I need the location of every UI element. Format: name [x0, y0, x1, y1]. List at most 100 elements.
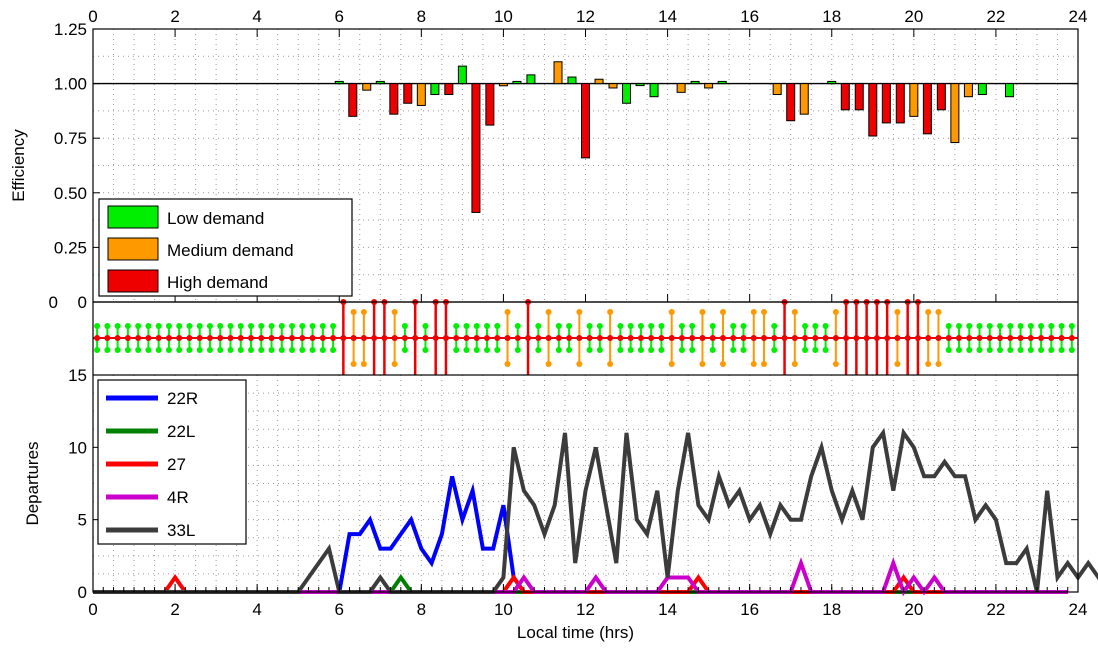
- x-tick-label-top: 4: [252, 7, 261, 26]
- demand-dot-low: [186, 323, 193, 329]
- demand-dot-medium: [761, 361, 768, 367]
- demand-dot-low: [1068, 347, 1075, 353]
- demand-dot-medium: [504, 309, 511, 315]
- demand-dot-low: [94, 323, 101, 329]
- demand-dot-center: [730, 335, 737, 341]
- demand-dot-low: [401, 323, 408, 329]
- legend-label-22l: 22L: [167, 422, 195, 441]
- x-tick-label-top: 16: [740, 7, 759, 26]
- y-tick-label: 0: [78, 293, 87, 312]
- y-tick-label: 1.25: [54, 20, 87, 39]
- legend-swatch-high: [107, 269, 159, 293]
- demand-dot-low: [1038, 347, 1045, 353]
- demand-dot-low: [648, 347, 655, 353]
- efficiency-bar: [334, 80, 344, 85]
- demand-dot-center: [566, 335, 573, 341]
- demand-dot-medium: [894, 361, 901, 367]
- demand-dot-center: [750, 335, 757, 341]
- demand-dot-low: [802, 347, 809, 353]
- demand-dot-center: [463, 335, 470, 341]
- demand-dot-center: [350, 335, 357, 341]
- efficiency-bar: [471, 83, 481, 213]
- x-tick-label-top: 12: [576, 7, 595, 26]
- x-tick-label: 6: [335, 600, 344, 619]
- demand-dot-low: [555, 347, 562, 353]
- demand-dot-low: [1017, 323, 1024, 329]
- demand-dot-low: [176, 323, 183, 329]
- demand-dot-low: [709, 347, 716, 353]
- demand-dot-low: [453, 323, 460, 329]
- demand-dot-low: [730, 347, 737, 353]
- efficiency-bar: [868, 83, 878, 137]
- efficiency-bar: [526, 74, 536, 85]
- demand-dot-medium: [894, 309, 901, 315]
- demand-dot-low: [217, 347, 224, 353]
- demand-dot-center: [637, 335, 644, 341]
- demand-dot-medium: [750, 309, 757, 315]
- demand-dot-medium: [668, 309, 675, 315]
- demand-dot-medium: [935, 361, 942, 367]
- demand-dot-center: [791, 335, 798, 341]
- demand-dot-low: [566, 323, 573, 329]
- demand-dot-center: [484, 335, 490, 341]
- efficiency-bar: [457, 65, 467, 85]
- demand-dot-low: [248, 323, 255, 329]
- demand-dot-low: [648, 323, 655, 329]
- demand-dot-center: [155, 335, 162, 341]
- demand-dot-low: [155, 347, 162, 353]
- demand-dot-low: [596, 323, 603, 329]
- demand-dot-center: [145, 335, 152, 341]
- legend-label-22r: 22R: [167, 389, 198, 408]
- demand-dot-low: [145, 347, 152, 353]
- demand-dot-low: [206, 323, 213, 329]
- demand-dot-high: [863, 335, 870, 341]
- efficiency-bar: [786, 83, 796, 122]
- demand-dot-low: [689, 347, 696, 353]
- demand-dot-high: [432, 335, 439, 341]
- demand-dot-center: [627, 335, 634, 341]
- demand-dot-low: [678, 323, 685, 329]
- demand-dot-low: [463, 323, 470, 329]
- demand-dot-center: [658, 335, 665, 341]
- efficiency-bar: [512, 80, 522, 85]
- efficiency-bar: [676, 83, 686, 93]
- demand-dot-center: [1048, 335, 1055, 341]
- demand-dot-low: [945, 323, 952, 329]
- demand-dot-high: [843, 335, 850, 341]
- demand-dot-low: [319, 347, 326, 353]
- demand-dot-medium: [576, 361, 583, 367]
- efficiency-bar: [854, 83, 864, 111]
- demand-dot-low: [658, 347, 665, 353]
- demand-dot-center: [925, 335, 932, 341]
- demand-dot-high: [340, 335, 347, 341]
- demand-dot-medium: [668, 361, 675, 367]
- demand-dot-low: [135, 347, 142, 353]
- x-tick-label-top: 22: [986, 7, 1005, 26]
- demand-dot-center: [699, 335, 706, 341]
- demand-dot-low: [771, 323, 778, 329]
- demand-dot-low: [165, 347, 172, 353]
- demand-dot-low: [997, 347, 1004, 353]
- efficiency-bar: [430, 83, 440, 96]
- demand-dot-medium: [545, 361, 552, 367]
- x-tick-label-top: 18: [822, 7, 841, 26]
- x-tick-label: 24: [1069, 600, 1088, 619]
- efficiency-bar: [389, 83, 399, 115]
- demand-dot-center: [555, 335, 562, 341]
- demand-dot-low: [330, 323, 337, 329]
- efficiency-bar: [608, 83, 618, 89]
- demand-dot-low: [124, 347, 131, 353]
- efficiency-bar: [950, 83, 960, 144]
- demand-dot-low: [1048, 323, 1055, 329]
- demand-dot-low: [627, 323, 634, 329]
- demand-dot-medium: [607, 309, 614, 315]
- demand-dot-medium: [935, 309, 942, 315]
- demand-dot-low: [822, 323, 829, 329]
- demand-dot-center: [586, 335, 593, 341]
- demand-dot-low: [771, 347, 778, 353]
- demand-dot-center: [576, 335, 583, 341]
- demand-dot-low: [494, 347, 501, 353]
- demand-dot-low: [463, 347, 470, 353]
- demand-dot-low: [637, 347, 644, 353]
